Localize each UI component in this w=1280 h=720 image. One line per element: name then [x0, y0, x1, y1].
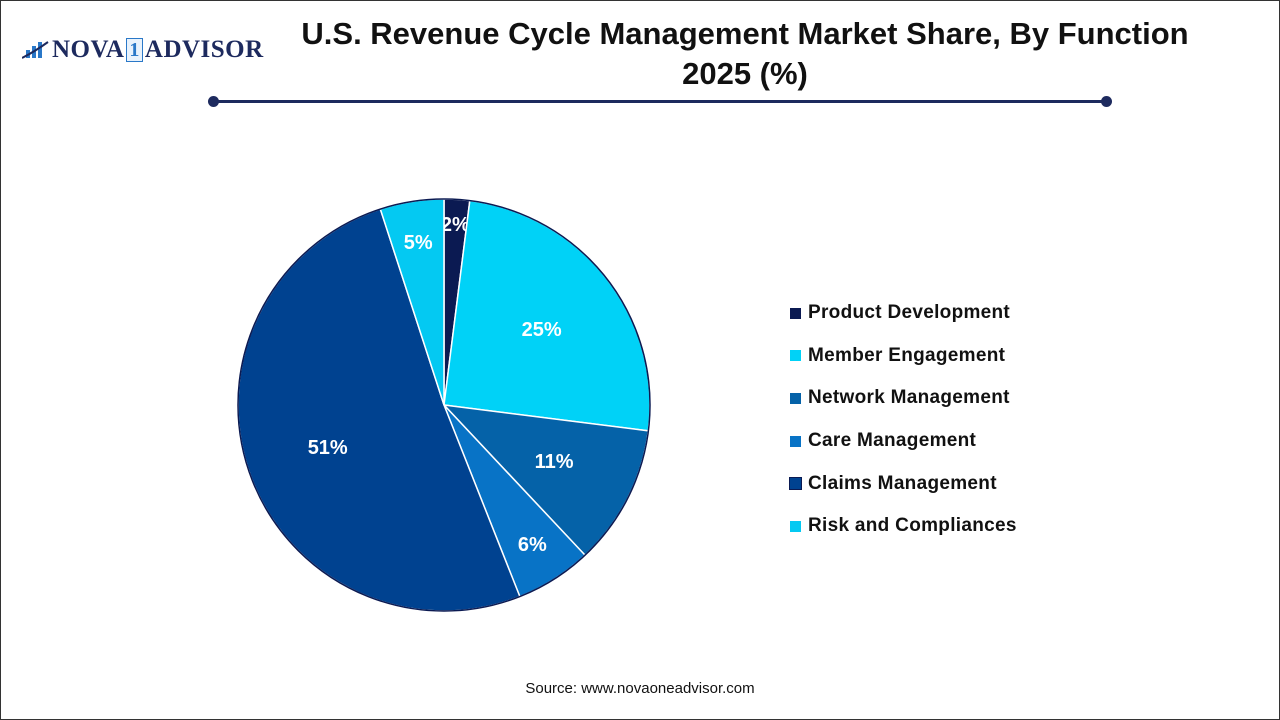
legend-label: Risk and Compliances	[808, 515, 1017, 537]
legend-swatch	[790, 350, 801, 362]
legend-label: Claims Management	[808, 472, 997, 494]
legend-label: Member Engagement	[808, 344, 1006, 366]
pie-slice-member-engagement	[443, 199, 651, 432]
data-label: 2%	[441, 214, 470, 236]
legend-swatch	[790, 307, 801, 319]
legend-item: Network Management	[790, 377, 1017, 420]
legend: Product Development Member Engagement Netw…	[789, 292, 1017, 548]
data-label: 11%	[535, 451, 574, 473]
divider-dot-left	[208, 96, 219, 107]
legend-label: Network Management	[808, 387, 1010, 409]
legend-item: Product Development	[790, 292, 1017, 335]
data-label: 6%	[518, 534, 547, 556]
divider-dot-right	[1101, 96, 1112, 107]
legend-item: Risk and Compliances	[790, 505, 1017, 548]
legend-item: Claims Management	[789, 462, 1017, 505]
legend-label: Care Management	[808, 430, 977, 452]
bar-chart-logo-icon	[22, 41, 49, 59]
legend-label: Product Development	[808, 302, 1011, 324]
legend-swatch	[790, 520, 801, 532]
pie-outline	[237, 198, 651, 612]
source-note: Source: www.novaoneadvisor.com	[525, 680, 755, 697]
legend-swatch	[790, 435, 801, 447]
legend-item: Care Management	[790, 420, 1017, 463]
legend-swatch	[789, 477, 802, 491]
chart-title: U.S. Revenue Cycle Management Market Sha…	[301, 16, 1189, 91]
data-label: 5%	[404, 232, 433, 254]
title-divider	[213, 100, 1106, 103]
legend-item: Member Engagement	[790, 335, 1017, 378]
data-label: 25%	[522, 319, 562, 341]
legend-swatch	[790, 392, 801, 404]
nova-advisor-logo: NOVA 1 ADVISOR	[22, 36, 264, 64]
data-label: 51%	[308, 437, 348, 459]
